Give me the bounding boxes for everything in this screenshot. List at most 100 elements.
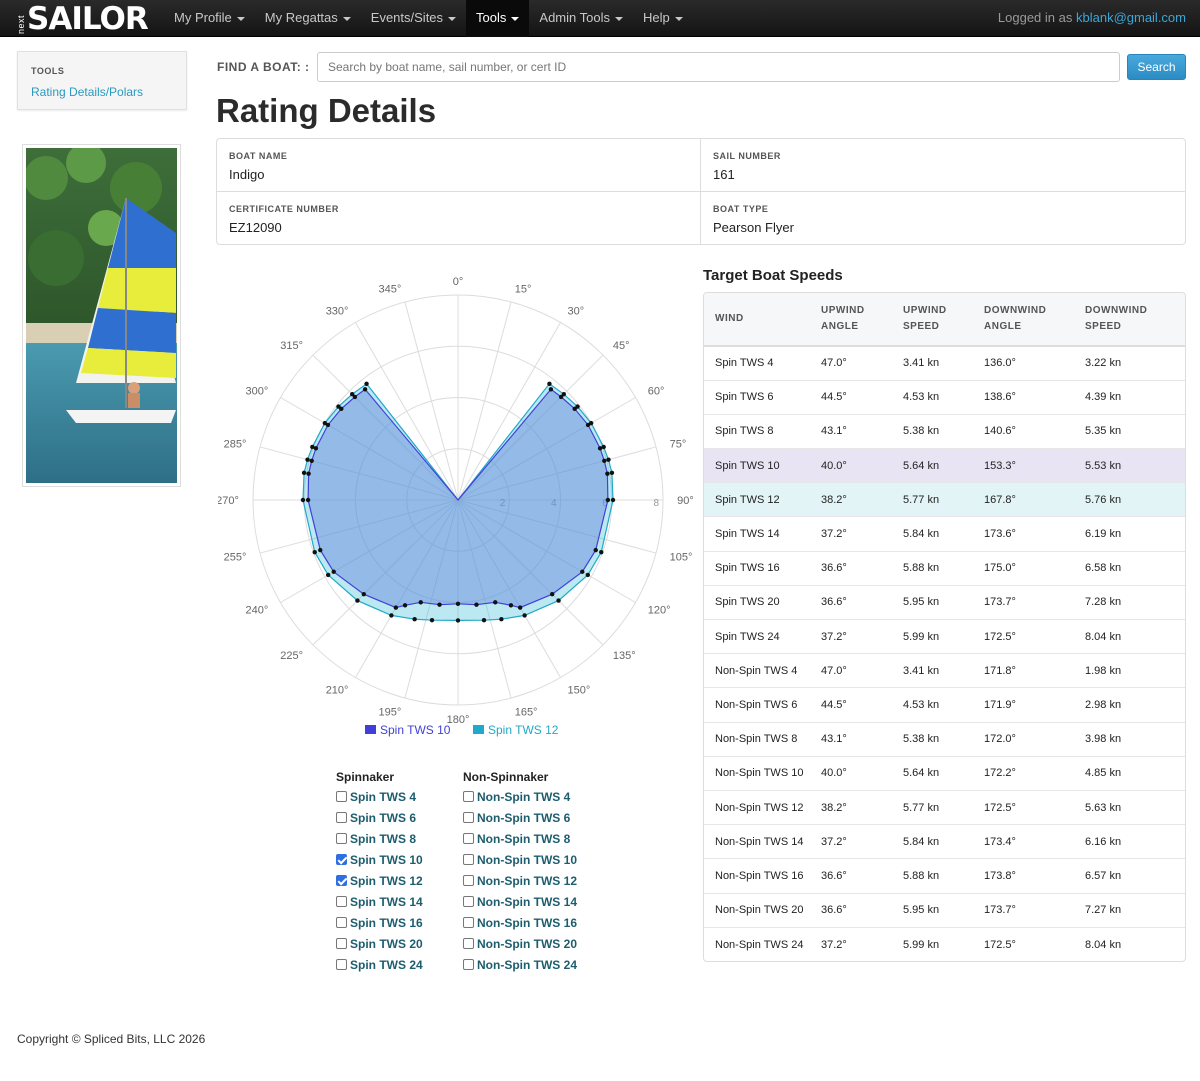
series-point [389, 613, 394, 618]
checkbox-label[interactable]: Spin TWS 10 [350, 852, 423, 867]
checkbox-label[interactable]: Non-Spin TWS 8 [477, 831, 571, 846]
checkbox-input[interactable] [336, 854, 347, 865]
series-point [609, 470, 615, 476]
checkbox-spin-tws-24[interactable]: Spin TWS 24 [336, 954, 423, 975]
checkbox-input[interactable] [463, 875, 474, 886]
checkbox-input[interactable] [463, 854, 474, 865]
top-navbar: next SAILOR My Profile My Regattas Events/… [0, 0, 1200, 37]
polar-grid-spoke [280, 397, 459, 501]
checkbox-label[interactable]: Non-Spin TWS 16 [477, 915, 577, 930]
col-downwind-angle[interactable]: DOWNWIND ANGLE [984, 293, 1085, 347]
series-point [605, 497, 611, 503]
checkbox-label[interactable]: Non-Spin TWS 6 [477, 810, 571, 825]
checkbox-label[interactable]: Spin TWS 12 [350, 873, 423, 888]
table-row: Spin TWS 16 36.6° 5.88 kn 175.0° 6.58 kn [704, 551, 1185, 586]
checkbox-label[interactable]: Spin TWS 20 [350, 936, 423, 951]
checkbox-label[interactable]: Spin TWS 4 [350, 789, 416, 804]
checkbox-label[interactable]: Non-Spin TWS 14 [477, 894, 577, 909]
table-row: Spin TWS 6 44.5° 4.53 kn 138.6° 4.39 kn [704, 380, 1185, 415]
checkbox-input[interactable] [336, 791, 347, 802]
series-point [331, 569, 336, 574]
checkbox-label[interactable]: Spin TWS 24 [350, 957, 423, 972]
checkbox-non-spin-tws-24[interactable]: Non-Spin TWS 24 [463, 954, 577, 975]
rating-details-link[interactable]: Rating Details/Polars [31, 85, 144, 99]
search-input[interactable] [317, 52, 1120, 82]
checkbox-input[interactable] [336, 833, 347, 844]
cell-us: 5.77 kn [903, 790, 984, 826]
checkbox-spin-tws-8[interactable]: Spin TWS 8 [336, 828, 423, 849]
checkbox-label[interactable]: Non-Spin TWS 4 [477, 789, 571, 804]
cell-ua: 40.0° [821, 448, 903, 484]
series-point [313, 446, 319, 451]
checkbox-non-spin-tws-10[interactable]: Non-Spin TWS 10 [463, 849, 577, 870]
cell-ds: 5.63 kn [1085, 790, 1185, 826]
checkbox-label[interactable]: Spin TWS 8 [350, 831, 416, 846]
col-upwind-speed[interactable]: UPWIND SPEED [903, 293, 984, 347]
checkbox-spin-tws-16[interactable]: Spin TWS 16 [336, 912, 423, 933]
checkbox-non-spin-tws-20[interactable]: Non-Spin TWS 20 [463, 933, 577, 954]
col-downwind-speed[interactable]: DOWNWIND SPEED [1085, 293, 1185, 347]
checkbox-label[interactable]: Non-Spin TWS 24 [477, 957, 577, 972]
checkbox-input[interactable] [463, 791, 474, 802]
nav-item-my-profile[interactable]: My Profile [164, 0, 255, 37]
cell-us: 5.99 kn [903, 619, 984, 655]
checkbox-spin-tws-10[interactable]: Spin TWS 10 [336, 849, 423, 870]
brand-logo[interactable]: next SAILOR [16, 1, 149, 37]
checkbox-label[interactable]: Spin TWS 16 [350, 915, 423, 930]
checkbox-non-spin-tws-12[interactable]: Non-Spin TWS 12 [463, 870, 577, 891]
checkbox-input[interactable] [463, 938, 474, 949]
series-point [580, 569, 585, 574]
login-email-link[interactable]: kblank@gmail.com [1075, 10, 1186, 25]
checkbox-spin-tws-4[interactable]: Spin TWS 4 [336, 786, 423, 807]
checkbox-input[interactable] [463, 896, 474, 907]
checkbox-non-spin-tws-6[interactable]: Non-Spin TWS 6 [463, 807, 577, 828]
spinnaker-heading: Spinnaker [336, 770, 395, 784]
checkbox-spin-tws-14[interactable]: Spin TWS 14 [336, 891, 423, 912]
cell-ua: 36.6° [821, 858, 903, 894]
cell-ua: 43.1° [821, 722, 903, 757]
cell-wind: Non-Spin TWS 8 [704, 722, 821, 757]
cell-ds: 3.98 kn [1085, 722, 1185, 757]
col-wind[interactable]: WIND [704, 293, 821, 347]
polar-grid-spoke [355, 322, 459, 501]
checkbox-input[interactable] [336, 917, 347, 928]
checkbox-spin-tws-12[interactable]: Spin TWS 12 [336, 870, 423, 891]
checkbox-label[interactable]: Non-Spin TWS 20 [477, 936, 577, 951]
series-point [455, 618, 461, 623]
nav-item-events-sites[interactable]: Events/Sites [361, 0, 466, 37]
cell-us: 5.95 kn [903, 893, 984, 928]
checkbox-input[interactable] [336, 959, 347, 970]
checkbox-input[interactable] [336, 812, 347, 823]
checkbox-label[interactable]: Non-Spin TWS 12 [477, 873, 577, 888]
checkbox-non-spin-tws-16[interactable]: Non-Spin TWS 16 [463, 912, 577, 933]
nav-item-admin-tools[interactable]: Admin Tools [529, 0, 633, 37]
checkbox-spin-tws-20[interactable]: Spin TWS 20 [336, 933, 423, 954]
checkbox-input[interactable] [463, 812, 474, 823]
series-point [305, 497, 311, 503]
checkbox-input[interactable] [463, 959, 474, 970]
polar-grid-spoke [457, 499, 636, 603]
series-point [336, 404, 341, 409]
checkbox-label[interactable]: Non-Spin TWS 10 [477, 852, 577, 867]
nav-item-my-regattas[interactable]: My Regattas [255, 0, 361, 37]
checkbox-input[interactable] [336, 896, 347, 907]
checkbox-input[interactable] [463, 833, 474, 844]
search-button[interactable]: Search [1127, 54, 1186, 80]
checkbox-non-spin-tws-4[interactable]: Non-Spin TWS 4 [463, 786, 577, 807]
cell-wind: Non-Spin TWS 10 [704, 756, 821, 791]
nav-item-tools[interactable]: Tools [466, 0, 530, 37]
checkbox-non-spin-tws-14[interactable]: Non-Spin TWS 14 [463, 891, 577, 912]
checkbox-input[interactable] [463, 917, 474, 928]
cell-ua: 38.2° [821, 482, 903, 518]
nav-item-help[interactable]: Help [633, 0, 693, 37]
col-upwind-angle[interactable]: UPWIND ANGLE [821, 293, 903, 347]
series-point [437, 602, 442, 607]
checkbox-input[interactable] [336, 875, 347, 886]
checkbox-label[interactable]: Spin TWS 6 [350, 810, 416, 825]
checkbox-spin-tws-6[interactable]: Spin TWS 6 [336, 807, 423, 828]
cell-ds: 7.28 kn [1085, 585, 1185, 621]
checkbox-input[interactable] [336, 938, 347, 949]
checkbox-non-spin-tws-8[interactable]: Non-Spin TWS 8 [463, 828, 577, 849]
checkbox-label[interactable]: Spin TWS 14 [350, 894, 423, 909]
legend-label: Spin TWS 10 [380, 723, 451, 737]
